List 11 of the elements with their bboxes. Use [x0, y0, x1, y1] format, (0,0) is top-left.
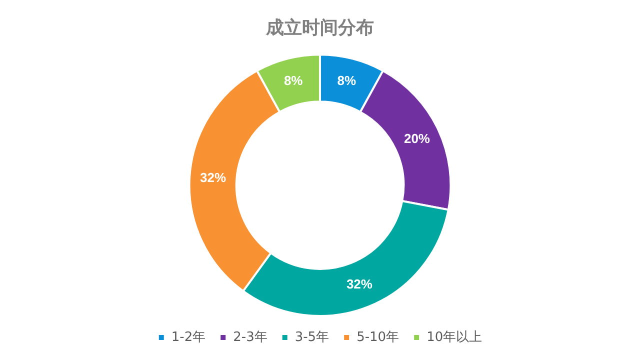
data-label: 32%	[200, 170, 226, 186]
legend-label: 2-3年	[233, 330, 268, 345]
legend-label: 10年以上	[426, 330, 482, 345]
chart-title: 成立时间分布	[265, 17, 374, 38]
data-label: 8%	[337, 73, 356, 88]
data-label: 8%	[284, 73, 304, 88]
legend-label: 1-2年	[171, 330, 206, 345]
data-label: 20%	[404, 131, 430, 146]
data-label: 32%	[346, 276, 373, 292]
legend-label: 5-10年	[356, 330, 400, 345]
legend-label: 3-5年	[294, 330, 330, 345]
